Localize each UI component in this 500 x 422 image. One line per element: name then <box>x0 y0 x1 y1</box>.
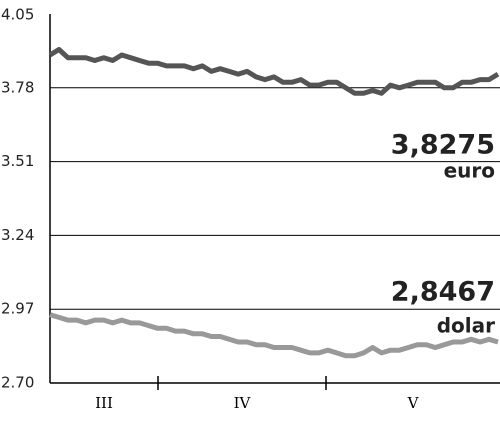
x-tick-label: III <box>95 394 113 412</box>
series-line <box>49 312 499 359</box>
y-tick-label: 3.51 <box>1 152 34 170</box>
y-tick-label: 2.97 <box>1 300 34 318</box>
value-label: 3,8275 <box>391 130 495 161</box>
series-line <box>48 47 500 96</box>
y-tick-label: 3.78 <box>1 78 34 96</box>
y-tick-label: 4.05 <box>1 6 34 24</box>
x-tick-label: V <box>407 394 420 412</box>
legend-label: euro <box>444 159 495 183</box>
y-tick-label: 2.70 <box>1 374 34 392</box>
y-tick-label: 3.24 <box>1 226 34 244</box>
x-tick-label: IV <box>234 394 252 412</box>
legend-label: dolar <box>437 314 495 338</box>
value-label: 2,8467 <box>391 277 495 308</box>
